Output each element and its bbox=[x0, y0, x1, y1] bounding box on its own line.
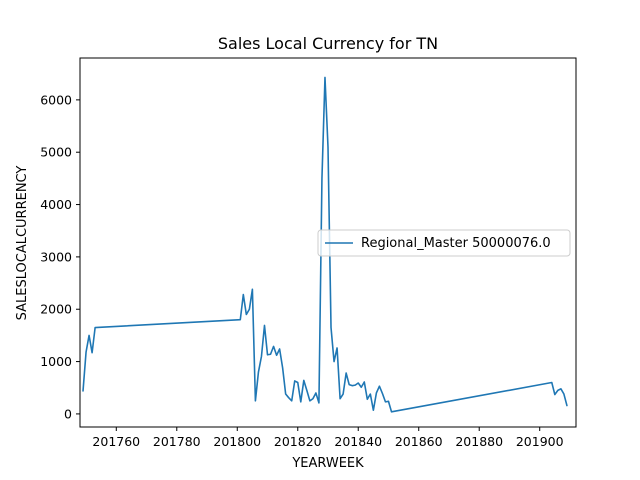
plot-area bbox=[79, 57, 577, 428]
y-axis-label: SALESLOCALCURRENCY bbox=[15, 166, 30, 321]
x-tick-label: 201760 bbox=[92, 434, 140, 449]
x-tick-label: 201820 bbox=[274, 434, 322, 449]
y-tick-label: 3000 bbox=[40, 249, 72, 264]
chart-title: Sales Local Currency for TN bbox=[218, 34, 438, 53]
x-tick-label: 201840 bbox=[334, 434, 382, 449]
y-axis: 0 1000 2000 3000 4000 5000 6000 bbox=[40, 92, 80, 421]
x-axis: 201760 201780 201800 201820 201840 201860 2018… bbox=[92, 427, 564, 449]
plot-frame bbox=[79, 57, 577, 428]
y-tick-label: 2000 bbox=[40, 302, 72, 317]
y-tick-label: 0 bbox=[64, 406, 72, 421]
x-tick-label: 201800 bbox=[213, 434, 261, 449]
series-layer bbox=[82, 76, 568, 413]
y-tick-label: 4000 bbox=[40, 197, 72, 212]
x-tick-label: 201860 bbox=[395, 434, 443, 449]
series-line bbox=[82, 76, 568, 413]
x-tick-label: 201880 bbox=[455, 434, 503, 449]
x-tick-label: 201900 bbox=[516, 434, 564, 449]
y-tick-label: 5000 bbox=[40, 145, 72, 160]
y-tick-label: 6000 bbox=[40, 92, 72, 107]
legend-label: Regional_Master 50000076.0 bbox=[361, 236, 551, 251]
legend: Regional_Master 50000076.0 bbox=[317, 229, 571, 257]
x-tick-label: 201780 bbox=[153, 434, 201, 449]
x-axis-label: YEARWEEK bbox=[291, 456, 364, 471]
legend-box bbox=[317, 229, 571, 257]
y-tick-label: 1000 bbox=[40, 354, 72, 369]
